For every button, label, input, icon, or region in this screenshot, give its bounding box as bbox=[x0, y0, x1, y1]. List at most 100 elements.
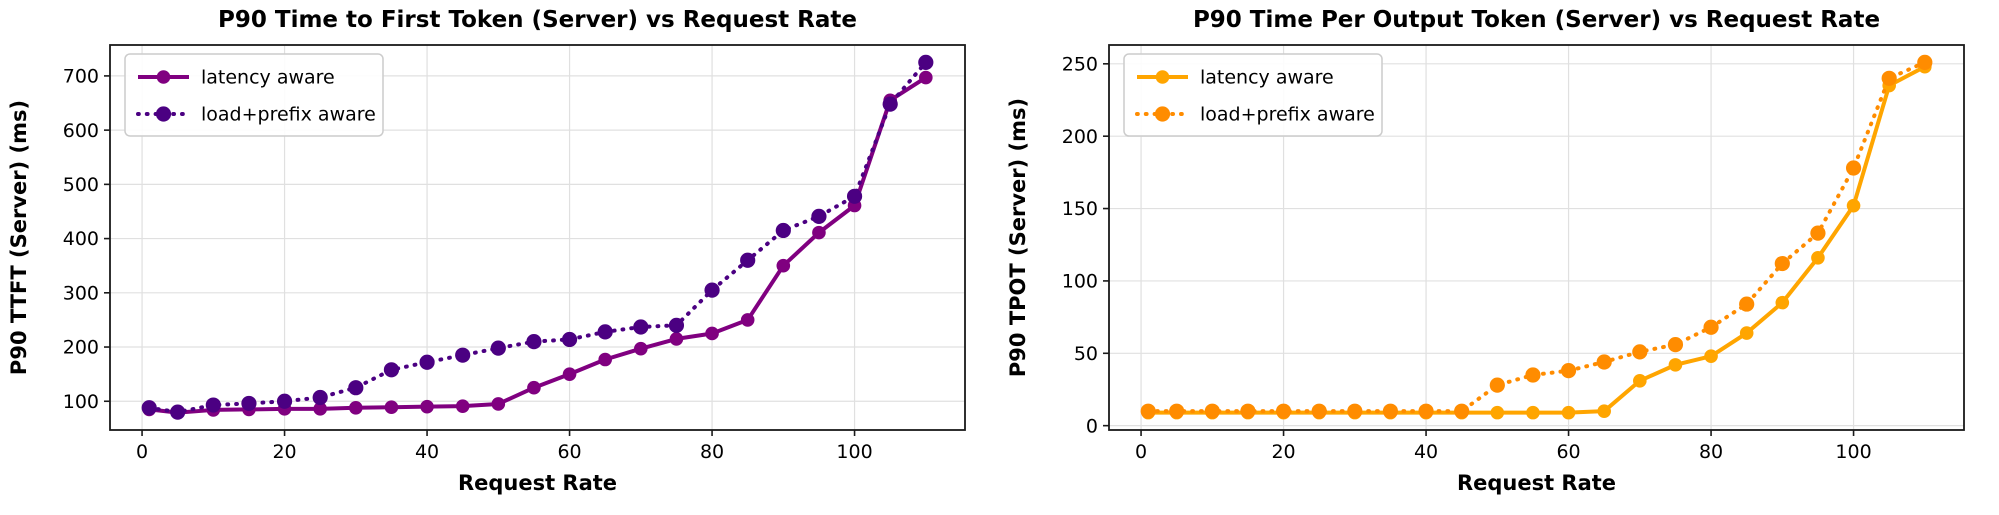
data-point bbox=[1846, 198, 1861, 213]
data-point bbox=[1810, 225, 1826, 241]
data-point bbox=[1418, 403, 1434, 419]
data-point bbox=[1667, 337, 1684, 353]
data-point bbox=[491, 397, 506, 411]
data-point bbox=[1811, 250, 1825, 265]
y-axis-label: P90 TPOT (Server) (ms) bbox=[1006, 98, 1030, 377]
data-point bbox=[383, 362, 400, 378]
data-point bbox=[1739, 296, 1755, 312]
y-tick-label: 700 bbox=[63, 66, 99, 88]
data-point bbox=[348, 380, 364, 396]
data-point bbox=[704, 282, 720, 298]
x-tick-label: 0 bbox=[136, 441, 148, 463]
data-point bbox=[455, 399, 470, 413]
data-point bbox=[1347, 403, 1363, 419]
data-point bbox=[1275, 403, 1292, 419]
plot-frame bbox=[1108, 44, 1965, 431]
data-point bbox=[384, 400, 399, 415]
y-tick-label: 400 bbox=[63, 228, 99, 250]
legend-swatch-marker bbox=[155, 106, 172, 122]
data-point bbox=[1489, 377, 1505, 393]
x-tick-label: 60 bbox=[1556, 441, 1580, 463]
data-point bbox=[1204, 403, 1220, 419]
legend: latency aware load+prefix aware bbox=[1123, 53, 1383, 137]
chart-title: P90 Time Per Output Token (Server) vs Re… bbox=[1193, 7, 1880, 33]
data-point bbox=[1490, 405, 1505, 420]
data-point bbox=[1845, 160, 1862, 176]
legend-item: load+prefix aware bbox=[1135, 104, 1375, 126]
data-point bbox=[1169, 403, 1185, 419]
x-axis-label: Request Rate bbox=[1457, 471, 1616, 495]
legend-item: load+prefix aware bbox=[136, 104, 376, 126]
data-point bbox=[1597, 404, 1611, 418]
data-point bbox=[633, 319, 649, 335]
plot-frame bbox=[109, 44, 966, 431]
data-point bbox=[882, 96, 898, 112]
data-point bbox=[420, 399, 434, 414]
x-tick-label: 20 bbox=[272, 441, 296, 463]
legend: latency aware load+prefix aware bbox=[124, 53, 384, 137]
data-point bbox=[918, 54, 934, 70]
y-tick-label: 100 bbox=[1062, 271, 1098, 293]
legend-box bbox=[1123, 53, 1383, 137]
x-tick-label: 80 bbox=[700, 441, 724, 463]
data-point bbox=[812, 225, 826, 240]
legend-swatch-marker bbox=[1155, 70, 1170, 84]
x-tick-label: 80 bbox=[1699, 441, 1723, 463]
data-point bbox=[1526, 405, 1540, 420]
data-point bbox=[669, 332, 684, 346]
data-point bbox=[276, 393, 293, 409]
data-point bbox=[1668, 358, 1683, 372]
data-point bbox=[740, 252, 756, 268]
data-point bbox=[1774, 255, 1790, 272]
data-point bbox=[705, 326, 719, 341]
data-point bbox=[740, 313, 755, 327]
data-point bbox=[1703, 319, 1719, 335]
data-point bbox=[561, 331, 578, 348]
x-axis-label: Request Rate bbox=[458, 471, 617, 495]
x-tick-label: 40 bbox=[1414, 441, 1438, 463]
legend-box bbox=[124, 53, 384, 137]
data-point bbox=[668, 317, 685, 333]
data-point bbox=[634, 341, 648, 356]
y-tick-label: 300 bbox=[63, 282, 99, 304]
data-point bbox=[1561, 405, 1576, 420]
data-point bbox=[1704, 349, 1718, 363]
tpot-chart-canvas: 0 20 40 60 80 100 0 50 100 150 200 250 P90 Time Per … bbox=[999, 0, 1999, 515]
data-point bbox=[1240, 403, 1256, 419]
data-point bbox=[1596, 354, 1612, 370]
legend-swatch-marker bbox=[156, 70, 171, 84]
y-tick-label: 0 bbox=[1086, 415, 1098, 437]
data-point bbox=[1739, 326, 1754, 340]
data-point bbox=[527, 380, 541, 395]
y-tick-label: 100 bbox=[63, 391, 99, 413]
x-tick-label: 60 bbox=[557, 441, 581, 463]
y-tick-label: 600 bbox=[63, 120, 99, 142]
x-tick-label: 20 bbox=[1271, 441, 1295, 463]
legend-item: latency aware bbox=[1137, 67, 1334, 89]
data-point bbox=[846, 188, 863, 204]
data-point bbox=[1525, 367, 1541, 383]
data-point bbox=[811, 208, 827, 224]
data-point bbox=[490, 340, 506, 356]
data-point bbox=[1632, 344, 1648, 360]
x-tick-label: 100 bbox=[836, 441, 872, 463]
data-point bbox=[205, 397, 221, 413]
x-tick-label: 0 bbox=[1135, 441, 1147, 463]
data-point bbox=[1633, 373, 1647, 388]
legend-item-label: latency aware bbox=[201, 67, 335, 89]
legend-item-label: load+prefix aware bbox=[201, 104, 376, 126]
data-point bbox=[1560, 363, 1577, 379]
data-point bbox=[1311, 403, 1327, 419]
legend-swatch-marker bbox=[1154, 106, 1171, 122]
data-point bbox=[141, 400, 157, 416]
y-axis-label: P90 TTFT (Server) (ms) bbox=[7, 100, 31, 375]
y-tick-label: 500 bbox=[63, 174, 99, 196]
data-point bbox=[1382, 403, 1399, 419]
data-point bbox=[1881, 70, 1897, 86]
data-point bbox=[775, 222, 791, 239]
data-point bbox=[170, 404, 186, 420]
y-tick-label: 150 bbox=[1062, 198, 1098, 220]
x-tick-label: 40 bbox=[415, 441, 439, 463]
x-tick-label: 100 bbox=[1835, 441, 1871, 463]
